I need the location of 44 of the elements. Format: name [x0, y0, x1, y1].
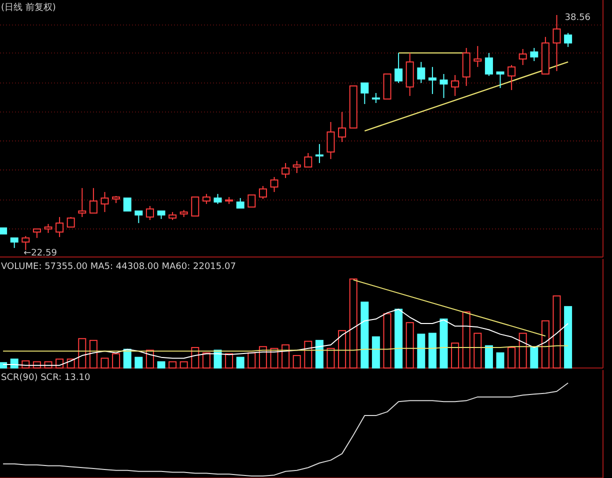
- bar: [168, 361, 177, 368]
- bar: [304, 340, 312, 368]
- bar: [123, 348, 132, 368]
- annotation: ←22.59: [24, 248, 58, 258]
- bar: [270, 348, 278, 368]
- chart-title: (日线 前复权): [1, 2, 56, 13]
- bar: [100, 358, 109, 368]
- bar: [349, 278, 358, 368]
- bar: [326, 348, 335, 368]
- bar: [530, 347, 538, 368]
- bar: [282, 344, 290, 368]
- bar: [112, 353, 120, 368]
- bar: [180, 361, 188, 368]
- bar: [134, 356, 143, 368]
- bar: [496, 352, 504, 368]
- bar: [383, 313, 392, 368]
- bar: [440, 318, 448, 368]
- bar: [508, 347, 516, 368]
- chart-title: VOLUME: 57355.00 MA5: 44308.00 MA60: 22015.07: [1, 262, 236, 272]
- chart-title: SCR(90) SCR: 13.10: [1, 373, 90, 383]
- bar: [338, 330, 346, 368]
- bar: [451, 342, 460, 368]
- bar: [428, 332, 436, 368]
- bar: [248, 352, 256, 368]
- bar: [89, 340, 98, 368]
- bar: [484, 345, 493, 368]
- annotation: 38.56: [564, 13, 591, 23]
- bar: [78, 338, 86, 368]
- bar: [552, 295, 561, 368]
- bar: [360, 302, 369, 368]
- bar: [292, 355, 301, 368]
- bar: [462, 311, 470, 368]
- bar: [564, 306, 572, 368]
- bar: [394, 308, 403, 368]
- bar: [236, 356, 244, 368]
- bar: [406, 322, 414, 368]
- bar: [541, 320, 550, 368]
- bar: [417, 334, 426, 368]
- bar: [372, 336, 380, 368]
- bar: [315, 340, 324, 368]
- bar: [474, 332, 482, 368]
- bar: [518, 332, 527, 368]
- bar: [202, 352, 210, 368]
- bar: [157, 361, 166, 368]
